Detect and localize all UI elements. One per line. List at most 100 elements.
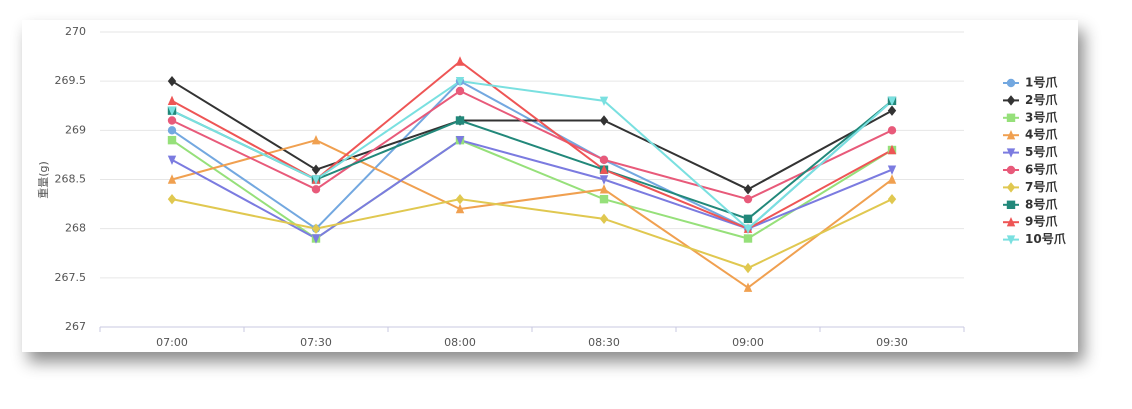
marker [167, 106, 177, 116]
x-tick-label: 07:00 [156, 336, 188, 349]
legend-label: 7号爪 [1025, 179, 1058, 194]
marker [311, 164, 321, 175]
marker [599, 184, 609, 194]
marker [167, 75, 177, 87]
marker [599, 96, 609, 107]
marker [599, 194, 609, 204]
marker [599, 175, 609, 185]
series-line [171, 89, 893, 201]
marker [599, 155, 609, 165]
marker [455, 86, 465, 96]
marker [887, 144, 897, 155]
marker [167, 135, 177, 145]
legend-item[interactable]: 5号爪 [1003, 144, 1058, 159]
marker [167, 174, 177, 184]
marker [1006, 235, 1016, 245]
legend: 1号爪 2号爪 3号爪 4号爪 5号爪 6号爪 7号爪 8号爪 9号爪 10号爪 [1003, 75, 1067, 246]
legend-label: 9号爪 [1025, 214, 1058, 229]
series-line [171, 139, 893, 240]
series-line [171, 60, 893, 230]
panel [22, 20, 1078, 352]
x-tick-label: 08:30 [588, 336, 620, 349]
legend-item[interactable]: 3号爪 [1003, 109, 1058, 124]
marker [743, 184, 753, 195]
series-line [171, 80, 893, 231]
legend-item[interactable]: 9号爪 [1003, 214, 1058, 229]
legend-label: 3号爪 [1025, 109, 1058, 124]
series-line [171, 80, 893, 191]
legend-item[interactable]: 4号爪 [1003, 127, 1058, 142]
marker [455, 135, 465, 146]
marker [599, 115, 609, 126]
marker [887, 105, 897, 116]
legend-item[interactable]: 10号爪 [1003, 231, 1067, 246]
marker [743, 214, 753, 224]
y-tick-label: 269 [65, 123, 86, 136]
marker [311, 234, 321, 244]
marker [311, 223, 321, 234]
legend-label: 4号爪 [1025, 127, 1058, 142]
marker [167, 126, 177, 135]
x-tick-label: 08:00 [444, 336, 476, 349]
legend-label: 6号爪 [1025, 162, 1058, 177]
marker [1006, 95, 1016, 106]
marker [743, 262, 753, 274]
marker [455, 56, 465, 66]
marker [1006, 182, 1016, 193]
legend-label: 2号爪 [1025, 92, 1058, 107]
series-line [171, 139, 893, 289]
marker [887, 165, 897, 175]
y-tick-label: 267 [65, 320, 86, 333]
legend-item[interactable]: 2号爪 [1003, 92, 1058, 107]
x-tick-label: 09:00 [732, 336, 764, 349]
marker [311, 134, 321, 145]
marker [167, 95, 177, 106]
y-tick-label: 267.5 [55, 271, 87, 284]
marker [455, 76, 465, 87]
legend-label: 10号爪 [1025, 231, 1067, 246]
marker [599, 164, 609, 174]
marker [1006, 113, 1016, 122]
marker [1006, 148, 1016, 158]
marker [311, 185, 321, 194]
legend-label: 1号爪 [1025, 75, 1058, 90]
marker [1006, 217, 1016, 227]
series-line [171, 139, 893, 240]
marker [455, 193, 465, 205]
legend-label: 5号爪 [1025, 144, 1058, 159]
marker [167, 193, 177, 205]
x-tick-label: 07:30 [300, 336, 332, 349]
legend-item[interactable]: 1号爪 [1003, 75, 1058, 90]
marker [887, 126, 897, 135]
marker [599, 213, 609, 225]
marker [1006, 78, 1016, 88]
y-tick-label: 270 [65, 25, 86, 38]
marker [743, 234, 753, 243]
marker [887, 96, 897, 107]
marker [1006, 200, 1016, 209]
series-line [171, 198, 893, 270]
marker [455, 203, 465, 214]
marker [743, 282, 753, 292]
y-axis-label: 重量(g) [36, 161, 50, 199]
marker [743, 224, 753, 234]
y-tick-label: 268 [65, 222, 86, 235]
legend-item[interactable]: 8号爪 [1003, 196, 1058, 211]
marker [887, 174, 897, 184]
marker [167, 116, 177, 125]
marker [743, 194, 753, 204]
legend-item[interactable]: 6号爪 [1003, 162, 1058, 177]
x-tick-label: 09:30 [876, 336, 908, 349]
marker [167, 155, 177, 166]
y-tick-label: 268.5 [55, 173, 87, 186]
legend-item[interactable]: 7号爪 [1003, 179, 1058, 194]
marker [311, 175, 321, 185]
y-tick-label: 269.5 [55, 74, 87, 87]
legend-label: 8号爪 [1025, 196, 1058, 211]
marker [1006, 130, 1016, 140]
marker [887, 193, 897, 205]
marker [1006, 165, 1016, 175]
marker [455, 116, 465, 125]
